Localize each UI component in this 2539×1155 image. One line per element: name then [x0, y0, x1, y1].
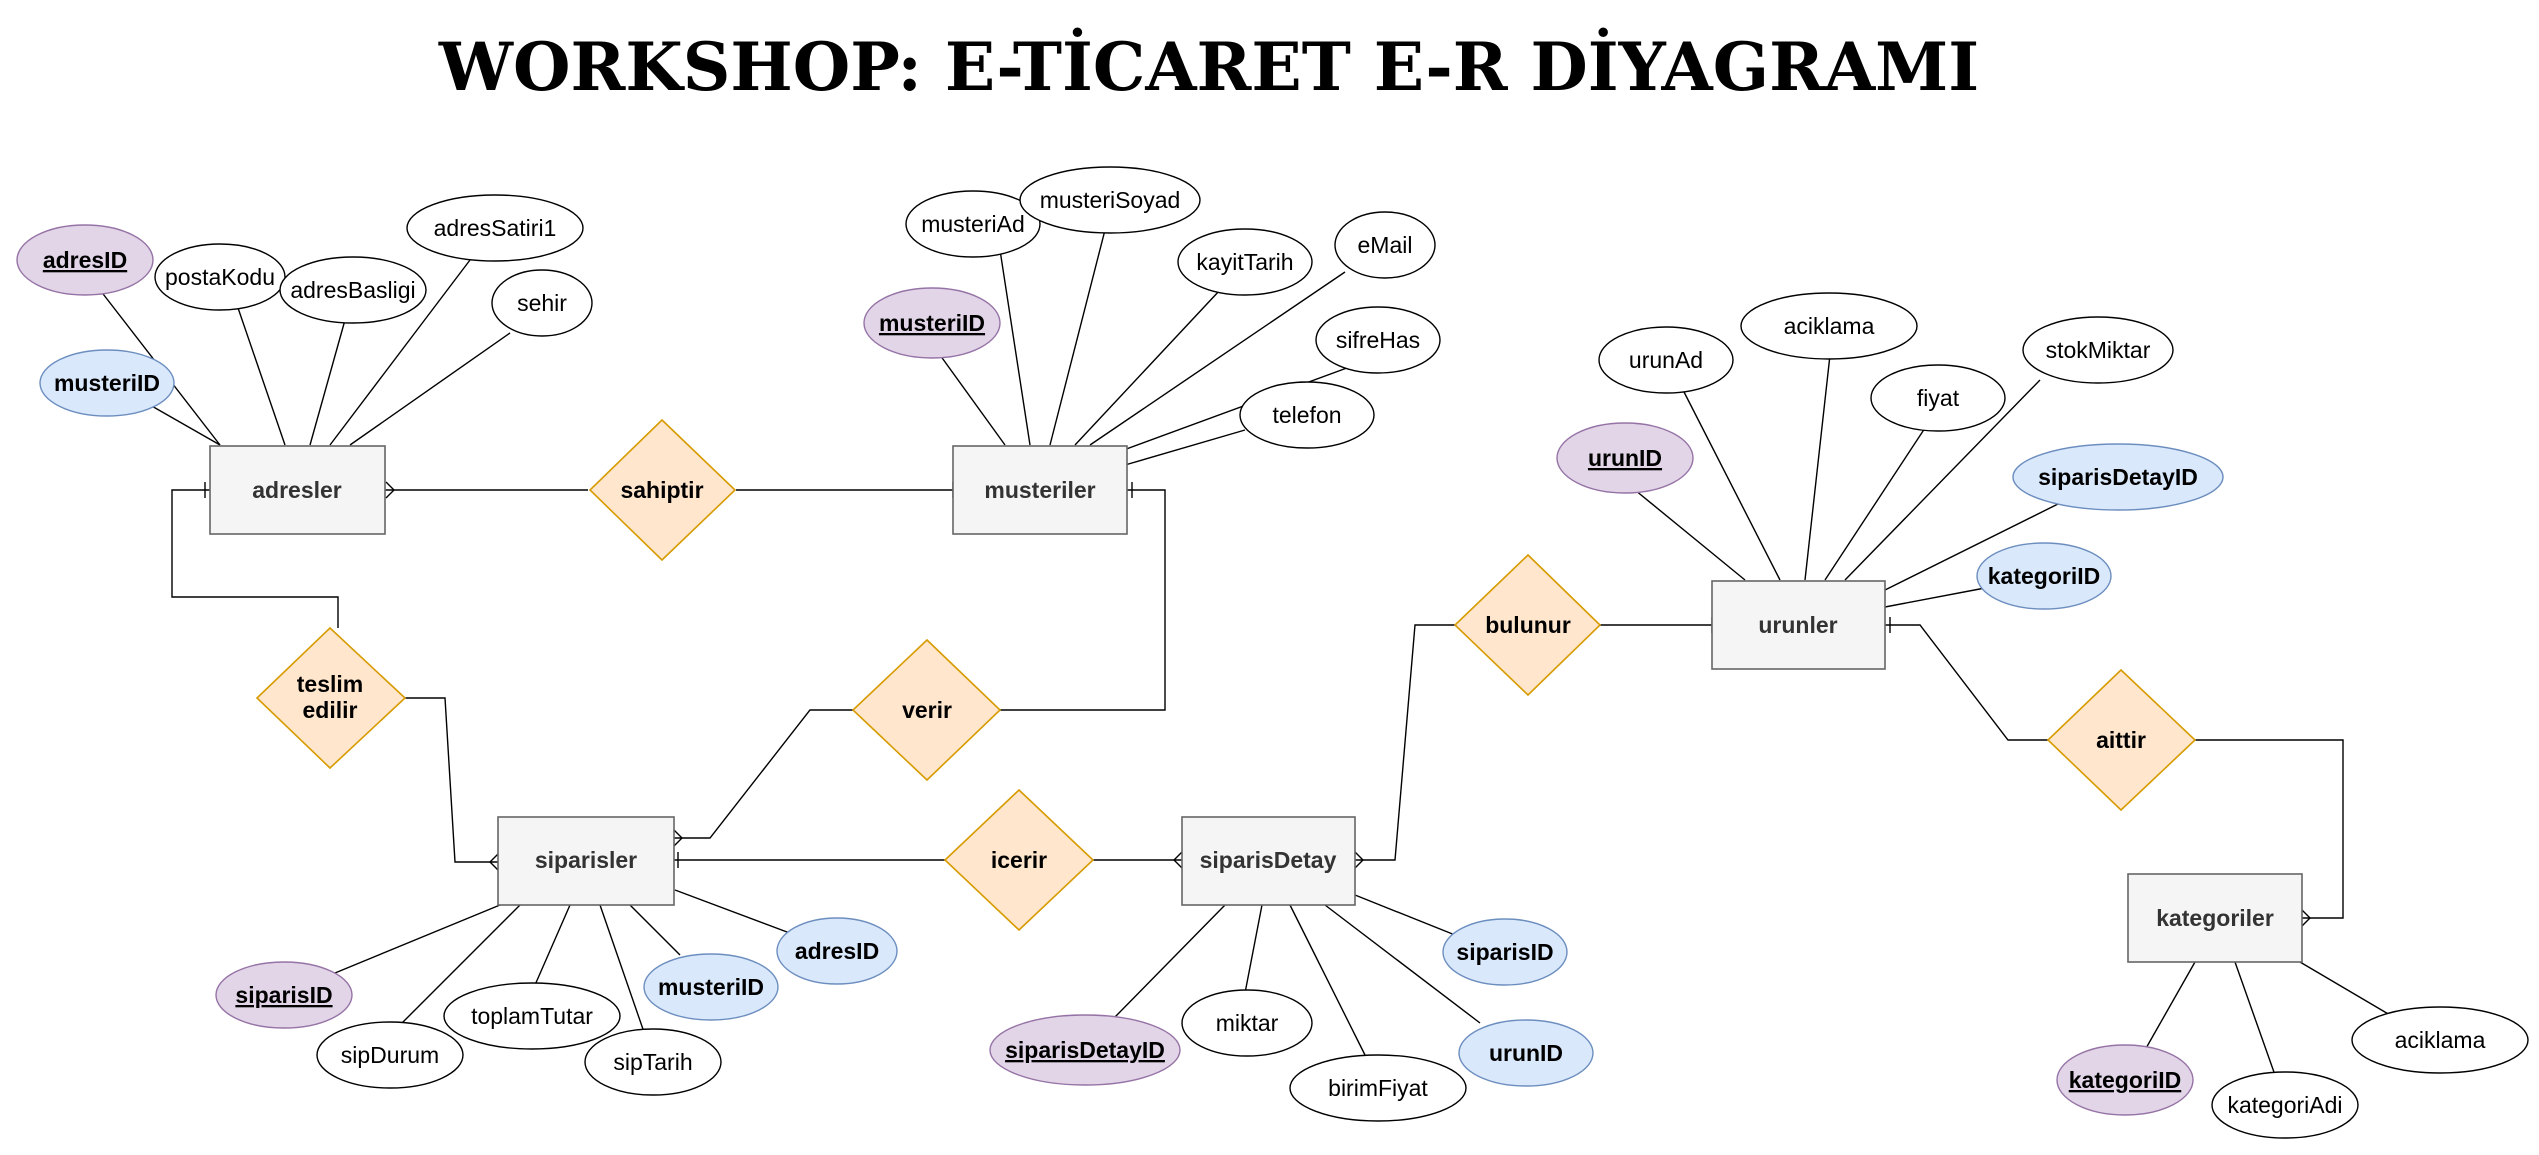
attr-adresler-postaKodu[interactable]: postaKodu	[154, 243, 286, 311]
svg-text:birimFiyat: birimFiyat	[1328, 1075, 1428, 1101]
svg-text:siparisID: siparisID	[1456, 939, 1553, 965]
svg-text:musteriler: musteriler	[984, 477, 1095, 503]
entity-adresler[interactable]: adresler	[209, 445, 386, 535]
svg-text:stokMiktar: stokMiktar	[2046, 337, 2151, 363]
attr-siparisDetay-urunID[interactable]: urunID	[1458, 1019, 1594, 1087]
entity-urunler[interactable]: urunler	[1711, 580, 1886, 670]
attr-musteriler-eMail[interactable]: eMail	[1334, 211, 1436, 279]
rel-icerir[interactable]: icerir	[943, 788, 1095, 932]
svg-text:musteriID: musteriID	[54, 370, 160, 396]
svg-text:kategoriID: kategoriID	[2069, 1067, 2181, 1093]
attr-kategoriler-kategoriAdi[interactable]: kategoriAdi	[2211, 1071, 2359, 1139]
attr-musteriler-musteriID[interactable]: musteriID	[863, 287, 1001, 359]
attr-siparisDetay-siparisID[interactable]: siparisID	[1442, 918, 1568, 986]
svg-text:adresBasligi: adresBasligi	[290, 277, 415, 303]
attr-musteriler-kayitTarih[interactable]: kayitTarih	[1177, 228, 1313, 296]
attr-urunler-urunID[interactable]: urunID	[1556, 422, 1694, 494]
attr-musteriler-telefon[interactable]: telefon	[1239, 381, 1375, 449]
svg-text:aciklama: aciklama	[1784, 313, 1875, 339]
svg-text:sahiptir: sahiptir	[620, 477, 703, 503]
svg-text:eMail: eMail	[1358, 232, 1413, 258]
attr-musteriler-musteriSoyad[interactable]: musteriSoyad	[1019, 166, 1201, 234]
svg-text:bulunur: bulunur	[1485, 612, 1571, 638]
attr-adresler-musteriID[interactable]: musteriID	[39, 349, 175, 417]
attr-siparisDetay-miktar[interactable]: miktar	[1181, 989, 1313, 1057]
svg-text:sifreHas: sifreHas	[1336, 327, 1420, 353]
svg-text:adresID: adresID	[43, 247, 127, 273]
svg-text:edilir: edilir	[303, 697, 358, 723]
diagram-title: WORKSHOP: E-TİCARET E-R DİYAGRAMI	[438, 28, 1979, 106]
attr-musteriler-musteriAd[interactable]: musteriAd	[905, 190, 1041, 258]
attr-siparisler-toplamTutar[interactable]: toplamTutar	[443, 982, 621, 1050]
svg-text:aciklama: aciklama	[2395, 1027, 2486, 1053]
attr-adresler-sehir[interactable]: sehir	[491, 269, 593, 337]
attr-adresler-adresBasligi[interactable]: adresBasligi	[279, 256, 427, 324]
svg-text:kayitTarih: kayitTarih	[1196, 249, 1293, 275]
svg-text:siparisDetayID: siparisDetayID	[2038, 464, 2198, 490]
svg-text:telefon: telefon	[1272, 402, 1341, 428]
svg-text:siparisID: siparisID	[235, 982, 332, 1008]
attr-adresler-adresSatiri1[interactable]: adresSatiri1	[406, 194, 584, 262]
svg-text:musteriID: musteriID	[658, 974, 764, 1000]
rel-verir[interactable]: verir	[851, 638, 1002, 782]
rel-aittir[interactable]: aittir	[2046, 668, 2197, 812]
attr-urunler-fiyat[interactable]: fiyat	[1870, 364, 2006, 432]
svg-text:adresID: adresID	[795, 938, 879, 964]
entity-siparisler[interactable]: siparisler	[497, 816, 675, 906]
attr-musteriler-sifreHas[interactable]: sifreHas	[1315, 306, 1441, 374]
svg-text:urunID: urunID	[1489, 1040, 1563, 1066]
svg-text:kategoriAdi: kategoriAdi	[2227, 1092, 2342, 1118]
svg-text:musteriID: musteriID	[879, 310, 985, 336]
attr-siparisler-sipTarih[interactable]: sipTarih	[584, 1028, 722, 1096]
attr-kategoriler-kategoriID[interactable]: kategoriID	[2056, 1044, 2194, 1116]
svg-text:postaKodu: postaKodu	[165, 264, 275, 290]
entity-siparisDetay[interactable]: siparisDetay	[1181, 816, 1356, 906]
attr-siparisler-sipDurum[interactable]: sipDurum	[316, 1021, 464, 1089]
entity-musteriler[interactable]: musteriler	[952, 445, 1128, 535]
attr-urunler-stokMiktar[interactable]: stokMiktar	[2022, 316, 2174, 384]
svg-text:kategoriID: kategoriID	[1988, 563, 2100, 589]
attr-urunler-aciklama[interactable]: aciklama	[1740, 292, 1918, 360]
svg-text:sipDurum: sipDurum	[341, 1042, 439, 1068]
attr-siparisDetay-siparisDetayID[interactable]: siparisDetayID	[989, 1014, 1181, 1086]
svg-text:adresler: adresler	[252, 477, 342, 503]
svg-text:musteriAd: musteriAd	[921, 211, 1025, 237]
rel-teslim-edilir[interactable]: teslim edilir	[255, 626, 407, 770]
attr-urunler-siparisDetayID[interactable]: siparisDetayID	[2012, 443, 2224, 511]
attr-kategoriler-aciklama[interactable]: aciklama	[2351, 1006, 2529, 1074]
attr-urunler-urunAd[interactable]: urunAd	[1598, 326, 1734, 394]
attr-siparisler-musteriID[interactable]: musteriID	[643, 953, 779, 1021]
attr-siparisDetay-birimFiyat[interactable]: birimFiyat	[1289, 1054, 1467, 1122]
svg-text:sipTarih: sipTarih	[613, 1049, 692, 1075]
svg-text:urunAd: urunAd	[1629, 347, 1703, 373]
svg-text:adresSatiri1: adresSatiri1	[434, 215, 557, 241]
attr-siparisler-siparisID[interactable]: siparisID	[215, 961, 353, 1029]
svg-text:icerir: icerir	[991, 847, 1047, 873]
entity-kategoriler[interactable]: kategoriler	[2127, 873, 2303, 963]
rel-bulunur[interactable]: bulunur	[1453, 553, 1602, 697]
svg-text:aittir: aittir	[2096, 727, 2146, 753]
connectors	[99, 229, 2391, 1076]
svg-text:verir: verir	[902, 697, 952, 723]
svg-text:musteriSoyad: musteriSoyad	[1040, 187, 1181, 213]
svg-text:siparisler: siparisler	[535, 847, 637, 873]
svg-text:teslim: teslim	[297, 671, 363, 697]
svg-text:siparisDetayID: siparisDetayID	[1005, 1037, 1165, 1063]
svg-text:toplamTutar: toplamTutar	[471, 1003, 593, 1029]
rel-sahiptir[interactable]: sahiptir	[588, 418, 737, 562]
attr-siparisler-adresID[interactable]: adresID	[776, 917, 898, 985]
svg-text:miktar: miktar	[1216, 1010, 1279, 1036]
svg-text:siparisDetay: siparisDetay	[1200, 847, 1337, 873]
svg-text:urunler: urunler	[1758, 612, 1837, 638]
svg-text:urunID: urunID	[1588, 445, 1662, 471]
svg-text:sehir: sehir	[517, 290, 567, 316]
svg-text:kategoriler: kategoriler	[2156, 905, 2274, 931]
attr-urunler-kategoriID[interactable]: kategoriID	[1976, 542, 2112, 610]
attr-adresler-adresID[interactable]: adresID	[16, 224, 154, 296]
svg-text:fiyat: fiyat	[1917, 385, 1960, 411]
